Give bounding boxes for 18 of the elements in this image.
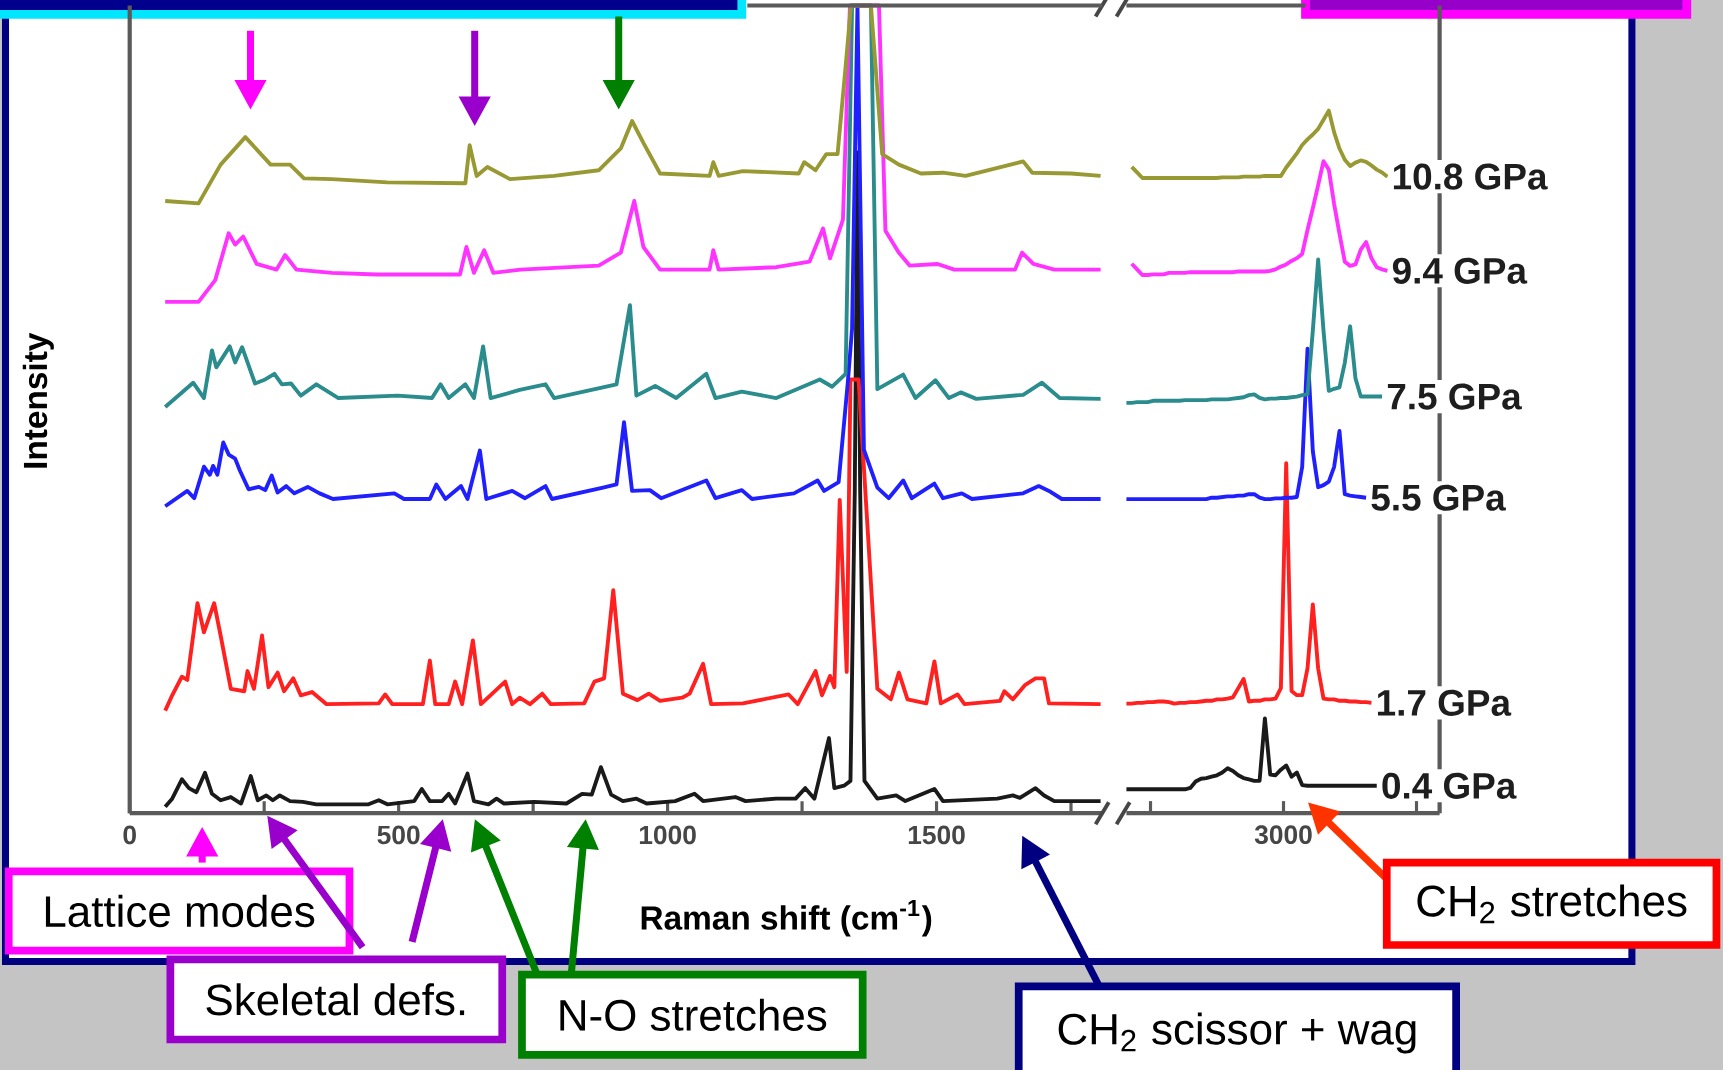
y-axis-title: Intensity bbox=[22, 332, 54, 468]
x-axis-title: Raman shift (cm$^{-1}$) bbox=[641, 899, 932, 937]
series-label: 7.5 GPa bbox=[1387, 383, 1522, 410]
series-label: 1.7 GPa bbox=[1377, 689, 1512, 716]
text: Skeletal defs. bbox=[206, 983, 465, 1016]
text: CH$_{2}$ scissor + wag bbox=[1058, 1012, 1416, 1054]
text: CH$_{2}$ stretches bbox=[1417, 884, 1687, 924]
x-tick-label: 0 bbox=[123, 825, 136, 845]
series-label: 5.5 GPa bbox=[1371, 484, 1506, 511]
text: N-O stretches bbox=[560, 998, 827, 1031]
x-tick-label: 500 bbox=[377, 825, 420, 845]
x-tick-label: 1500 bbox=[908, 825, 965, 845]
series-label: 10.8 GPa bbox=[1393, 163, 1548, 190]
text: Lattice modes bbox=[45, 894, 315, 928]
text: 3000 bbox=[1254, 825, 1312, 845]
series-label: 0.4 GPa bbox=[1382, 772, 1517, 799]
x-tick-label: 1000 bbox=[639, 825, 696, 845]
series-label: 9.4 GPa bbox=[1392, 257, 1528, 284]
